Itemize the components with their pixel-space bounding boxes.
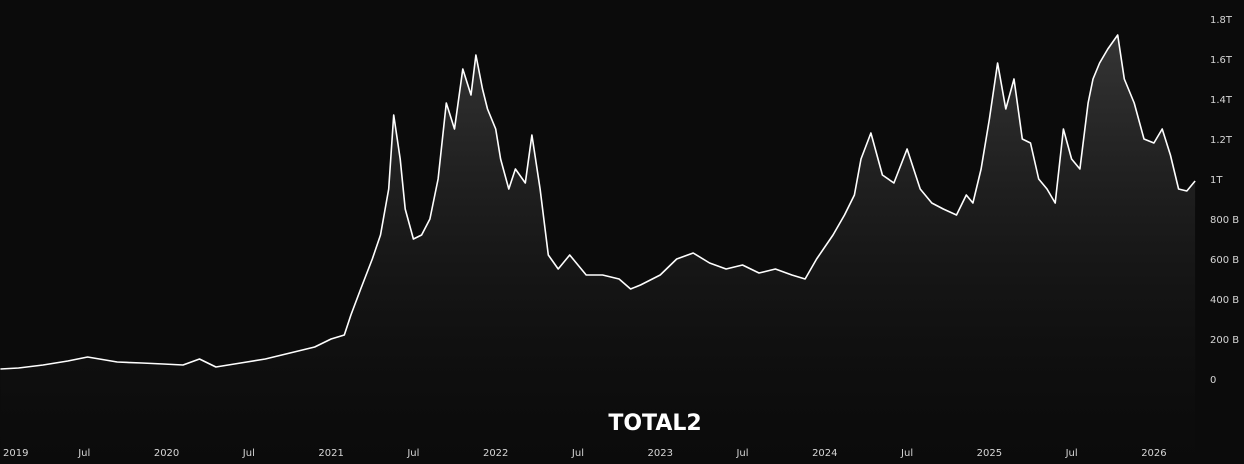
- chart-watermark: TOTAL2: [608, 411, 701, 436]
- y-tick-label: 600 B: [1210, 255, 1239, 266]
- y-tick-label: 800 B: [1210, 215, 1239, 226]
- x-tick-label: Jul: [242, 448, 255, 459]
- y-tick-label: 1.2T: [1210, 135, 1233, 146]
- x-tick-label: 2021: [318, 448, 343, 459]
- x-tick-label: Jul: [900, 448, 913, 459]
- series-area: [0, 35, 1196, 464]
- y-tick-label: 1.6T: [1210, 55, 1233, 66]
- series-line: [0, 34, 1196, 370]
- x-tick-label: 2023: [648, 448, 673, 459]
- x-tick-label: Jul: [406, 448, 419, 459]
- x-tick-label: Jul: [77, 448, 90, 459]
- x-tick-label: Jul: [571, 448, 584, 459]
- y-tick-label: 200 B: [1210, 335, 1239, 346]
- y-tick-label: 1.4T: [1210, 95, 1233, 106]
- y-tick-label: 0: [1210, 375, 1216, 386]
- x-tick-label: 2022: [483, 448, 508, 459]
- x-tick-label: 2020: [154, 448, 179, 459]
- y-tick-label: 400 B: [1210, 295, 1239, 306]
- x-tick-label: 2024: [812, 448, 837, 459]
- x-tick-label: 2026: [1141, 448, 1166, 459]
- y-tick-label: 1T: [1210, 175, 1223, 186]
- x-tick-label: 2019: [3, 448, 28, 459]
- x-tick-label: Jul: [1065, 448, 1078, 459]
- x-axis: 2019 Jul 2020 Jul 2021 Jul 2022 Jul 2023 Jul 2024 J…: [3, 448, 1167, 459]
- y-tick-label: 1.8T: [1210, 15, 1233, 26]
- y-axis: 0 200 B 400 B 600 B 800 B 1T 1.2T 1.4T 1.6T 1.8T: [1210, 15, 1239, 386]
- x-tick-label: 2025: [977, 448, 1002, 459]
- x-tick-label: Jul: [735, 448, 748, 459]
